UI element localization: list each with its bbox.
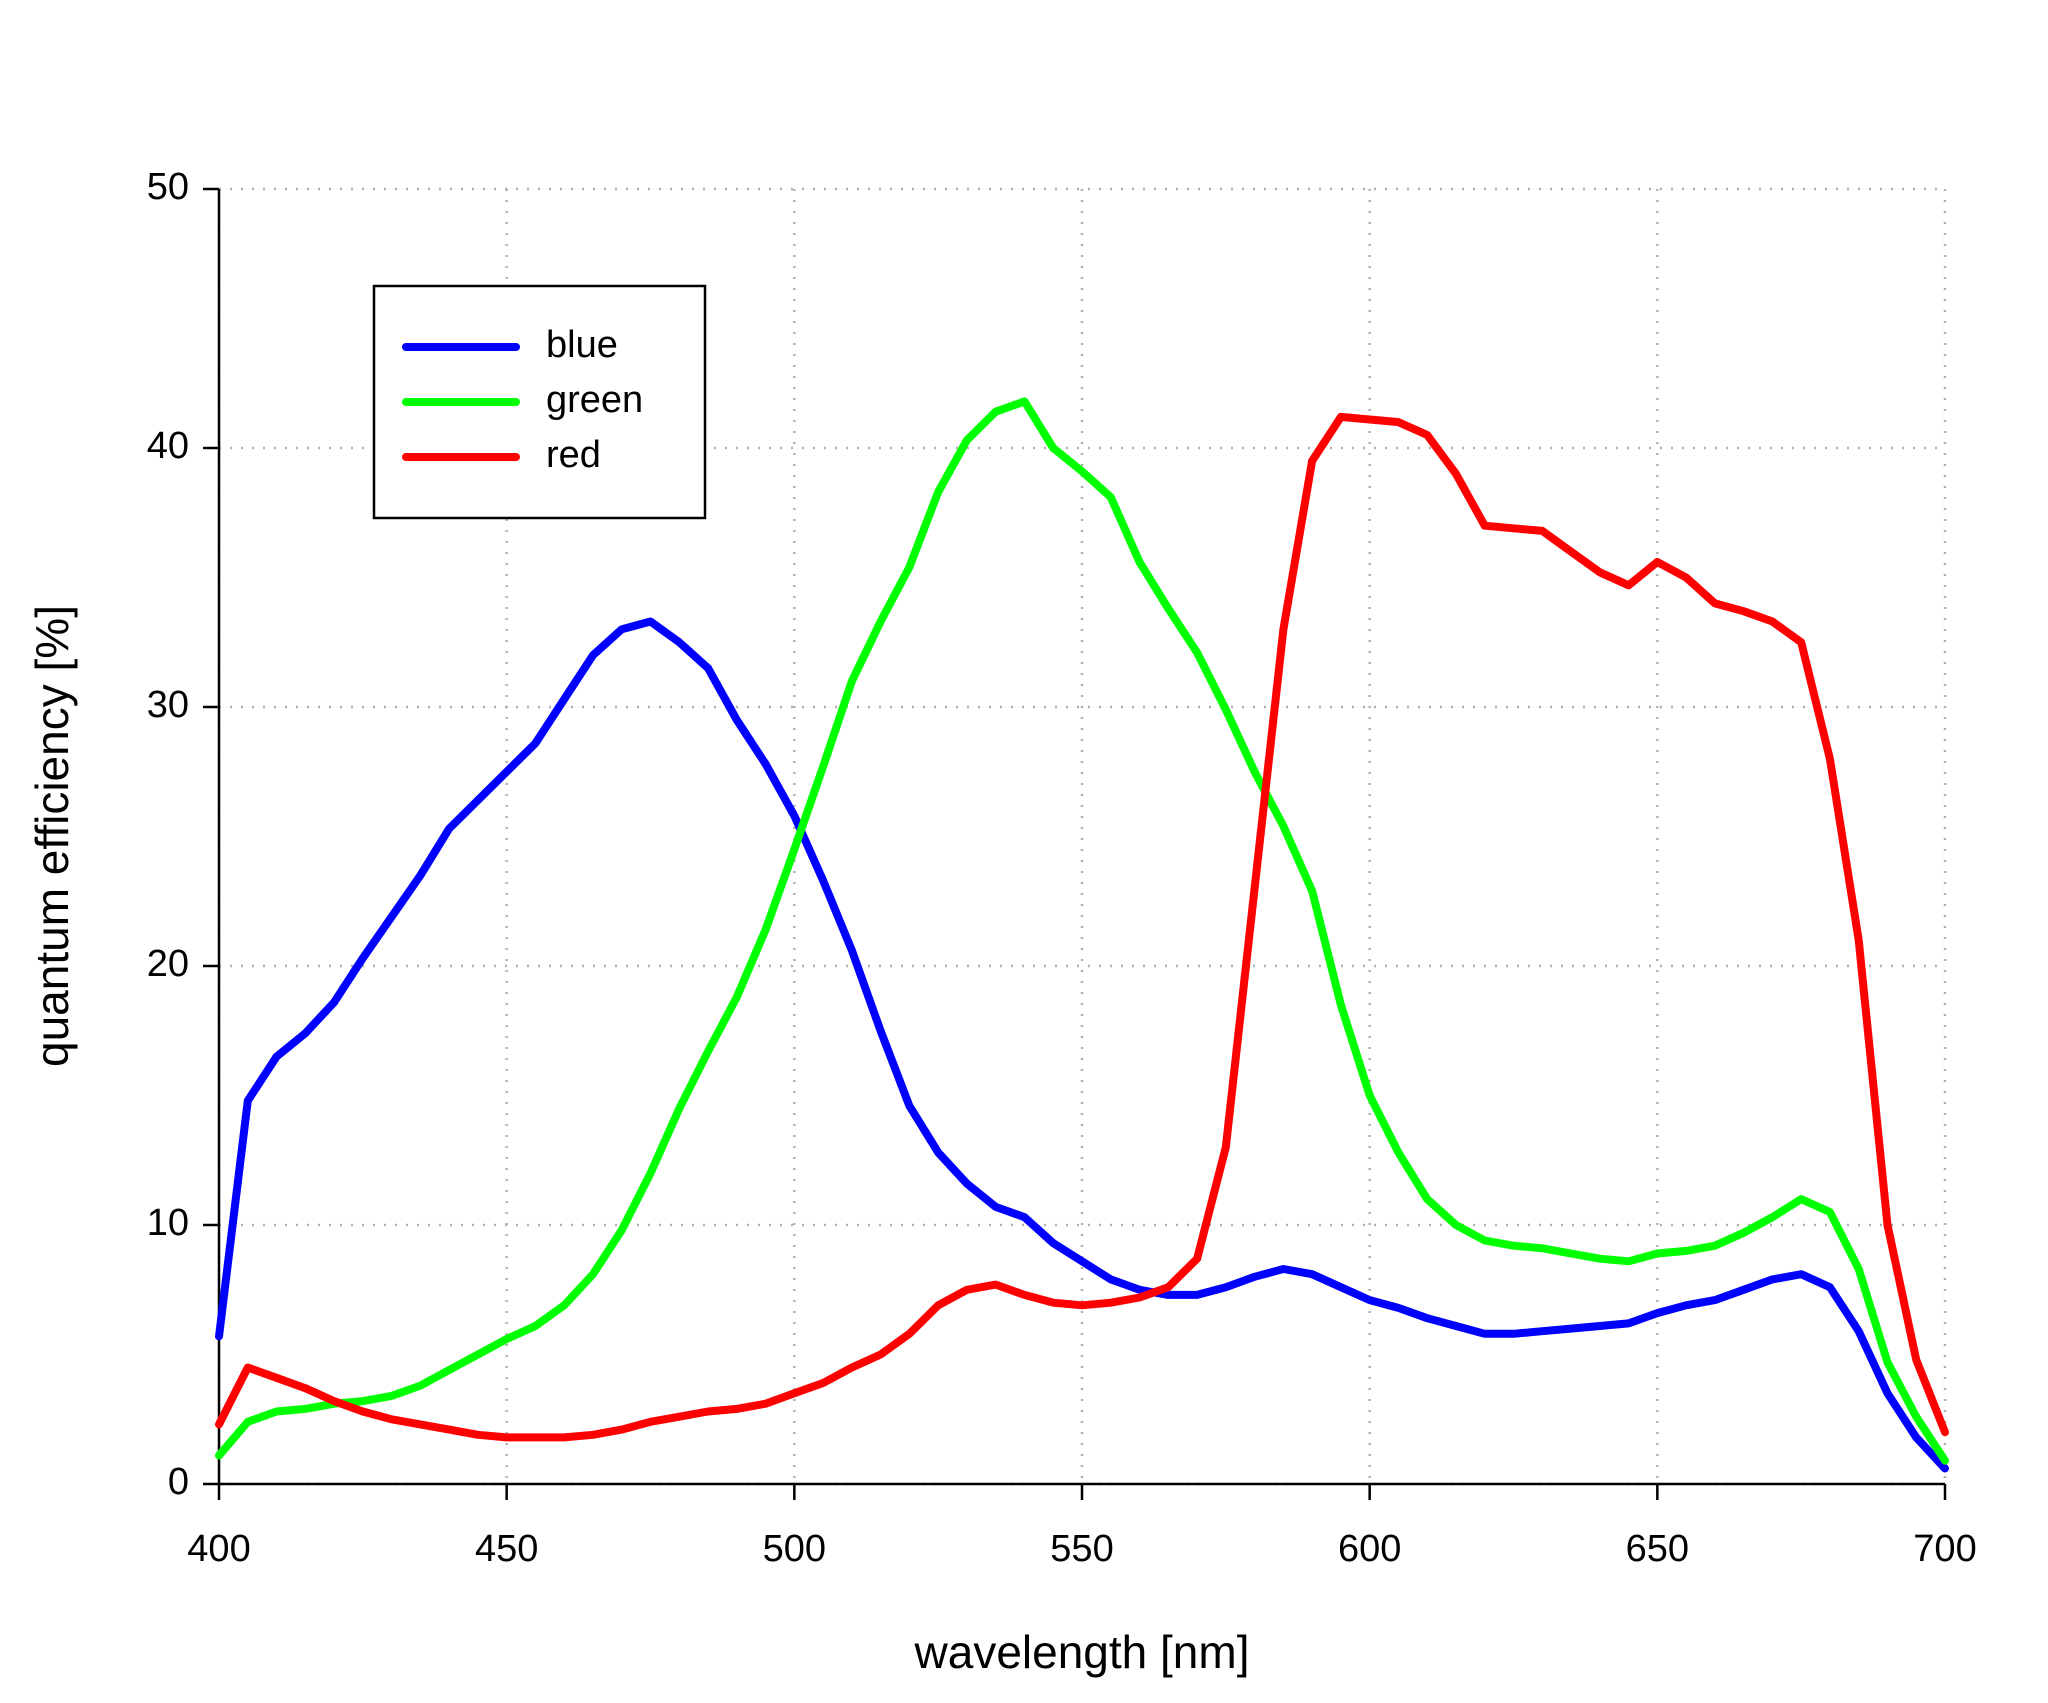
legend-label: blue [546, 324, 618, 366]
y-tick-label: 10 [147, 1202, 189, 1244]
y-tick-label: 30 [147, 684, 189, 726]
x-tick-label: 550 [1050, 1528, 1113, 1570]
data-line [215, 397, 1949, 1465]
x-tick-label: 650 [1626, 1528, 1689, 1570]
y-tick-label: 0 [168, 1461, 189, 1503]
y-tick-label: 40 [147, 425, 189, 467]
x-tick-label: 600 [1338, 1528, 1401, 1570]
x-tick-label: 700 [1913, 1528, 1976, 1570]
x-tick-label: 500 [763, 1528, 826, 1570]
x-axis-label: wavelength [nm] [914, 1626, 1250, 1678]
legend-label: red [546, 434, 601, 476]
y-axis-label: quantum efficiency [%] [26, 605, 78, 1067]
x-tick-label: 450 [475, 1528, 538, 1570]
x-tick-label: 400 [187, 1528, 250, 1570]
data-line [215, 412, 1949, 1442]
y-tick-label: 20 [147, 943, 189, 985]
legend-label: green [546, 379, 643, 421]
data-line [215, 617, 1949, 1473]
y-tick-label: 50 [147, 166, 189, 208]
